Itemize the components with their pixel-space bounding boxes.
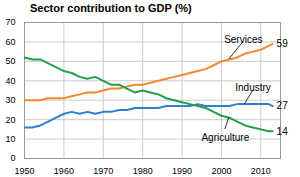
svg-text:1950: 1950 bbox=[14, 166, 34, 176]
svg-text:2000: 2000 bbox=[211, 166, 231, 176]
html-text:Sector contribution to GDP (%): Sector contribution to GDP (%) bbox=[30, 2, 192, 14]
svg-text:60: 60 bbox=[5, 37, 15, 47]
svg-text:70: 70 bbox=[5, 17, 15, 27]
svg-text:0: 0 bbox=[10, 153, 15, 163]
svg-text:50: 50 bbox=[5, 56, 15, 66]
svg-text:1990: 1990 bbox=[172, 166, 192, 176]
svg-text:Services: Services bbox=[224, 34, 262, 45]
svg-text:2010: 2010 bbox=[251, 166, 271, 176]
svg-text:14: 14 bbox=[277, 126, 289, 137]
svg-text:40: 40 bbox=[5, 76, 15, 86]
svg-text:Industry: Industry bbox=[235, 82, 271, 93]
svg-text:59: 59 bbox=[277, 38, 289, 49]
svg-text:1980: 1980 bbox=[133, 166, 153, 176]
svg-text:1970: 1970 bbox=[93, 166, 113, 176]
svg-text:30: 30 bbox=[5, 95, 15, 105]
svg-text:10: 10 bbox=[5, 134, 15, 144]
svg-text:20: 20 bbox=[5, 115, 15, 125]
svg-text:Agriculture: Agriculture bbox=[201, 132, 249, 143]
svg-text:27: 27 bbox=[277, 100, 289, 111]
svg-text:1960: 1960 bbox=[54, 166, 74, 176]
